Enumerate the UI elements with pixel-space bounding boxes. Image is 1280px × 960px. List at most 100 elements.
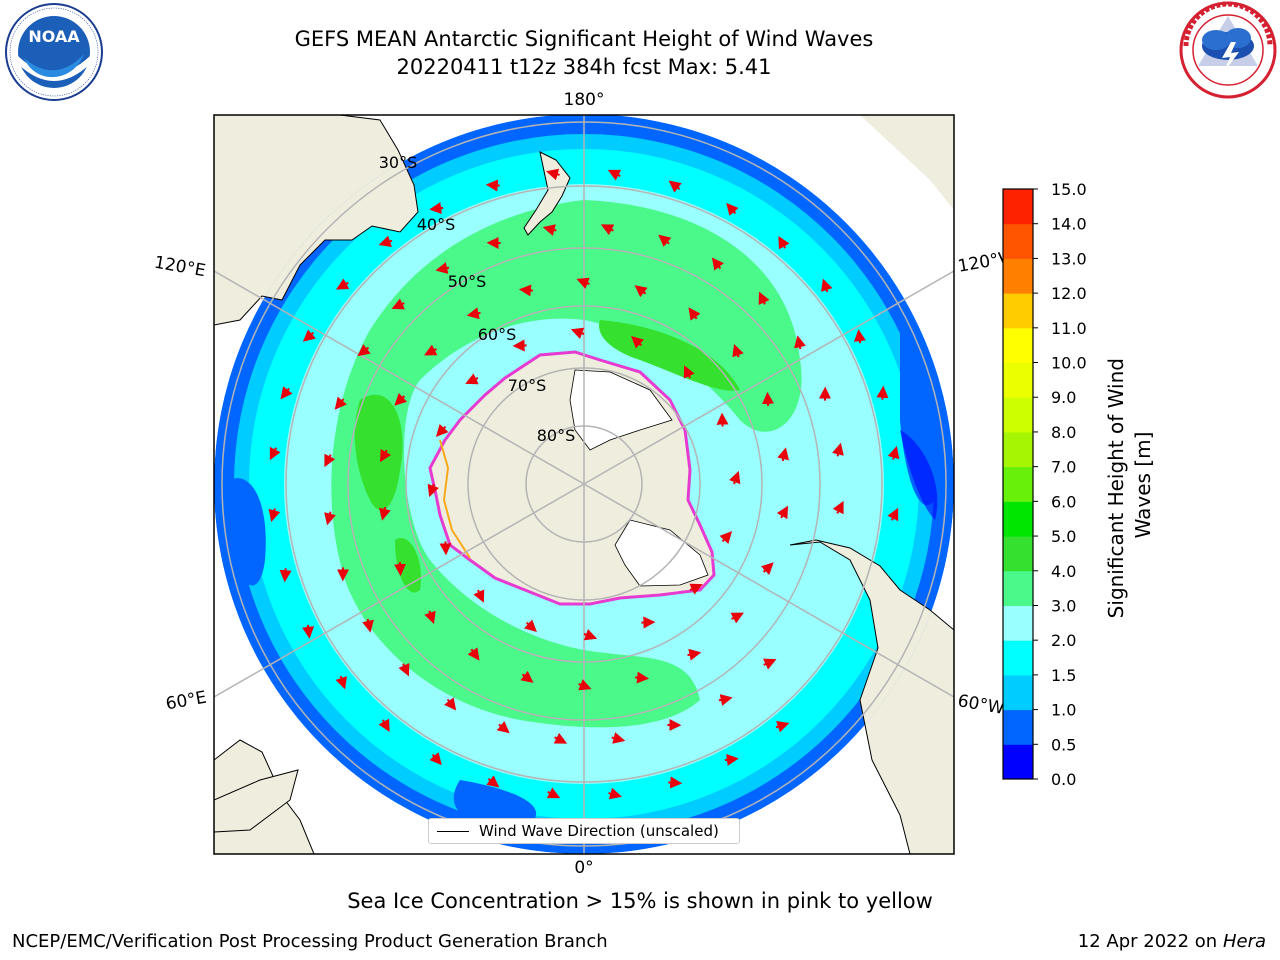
wind-wave-arrow (760, 562, 774, 575)
colorbar-tick-label: 9.0 (1051, 388, 1076, 407)
wind-wave-arrow (435, 262, 450, 274)
colorbar-title-line2: Waves [m] (1131, 432, 1155, 539)
wind-wave-arrow (688, 307, 701, 321)
map-frame (213, 114, 955, 855)
wind-wave-arrow (718, 694, 733, 706)
wind-wave-arrow (394, 393, 408, 406)
colorbar-segment (1003, 605, 1033, 641)
wind-wave-arrow (553, 732, 568, 744)
nws-logo (1179, 1, 1277, 99)
colorbar-title-line1: Significant Height of Wind (1104, 358, 1128, 618)
wind-wave-arrow (546, 787, 561, 799)
colorbar-segment (1003, 189, 1033, 225)
wind-wave-arrow (335, 675, 347, 690)
wind-wave-arrow (887, 507, 899, 522)
wind-wave-arrow (362, 618, 374, 633)
wind-wave-arrow (512, 339, 527, 352)
colorbar-tick-label: 6.0 (1051, 492, 1076, 511)
wind-wave-arrow (398, 663, 410, 677)
colorbar-segment (1003, 536, 1033, 572)
wind-wave-arrow (496, 721, 510, 734)
lat-label-30s: 30°S (379, 153, 418, 172)
lat-label-60s: 60°S (478, 325, 517, 344)
wind-wave-arrow (546, 168, 560, 181)
colorbar-segment (1003, 466, 1033, 502)
wind-wave-arrow (393, 562, 406, 577)
colorbar-segment (1003, 709, 1033, 745)
wind-wave-arrow (435, 424, 449, 437)
lon-label-0: 0° (574, 858, 593, 878)
wind-wave-arrow (689, 583, 703, 595)
wind-wave-arrow (439, 541, 452, 556)
wind-wave-arrow (832, 442, 844, 457)
weddell-ice-shelf (614, 519, 709, 587)
wind-wave-arrow (520, 670, 534, 683)
lat-label-80s: 80°S (537, 426, 576, 445)
wind-wave-arrow (465, 373, 479, 385)
wind-wave-arrow (302, 329, 316, 342)
wind-wave-arrow (711, 257, 724, 271)
wind-wave-arrow (683, 365, 695, 379)
colorbar-tick-label: 4.0 (1051, 562, 1076, 581)
wind-wave-arrow (324, 453, 336, 468)
colorbar-tick-label: 8.0 (1051, 423, 1076, 442)
wind-wave-arrow (578, 679, 592, 691)
lon-label-180: 180° (564, 90, 605, 110)
noaa-logo: NOAA (5, 3, 103, 101)
colorbar-segment (1003, 431, 1033, 468)
wind-wave-arrow (269, 446, 281, 461)
wind-wave-arrow (658, 234, 672, 247)
colorbar-tick-label: 10.0 (1051, 354, 1087, 373)
ross-ice-shelf (569, 369, 673, 451)
colorbar-segment (1003, 293, 1033, 329)
colorbar-tick-label: 7.0 (1051, 458, 1076, 477)
wind-wave-arrow (473, 589, 485, 603)
wind-wave-arrow (467, 647, 480, 661)
colorbar-segment (1003, 640, 1033, 676)
wind-wave-arrow (486, 775, 500, 788)
footer-date: 12 Apr 2022 on Hera (1078, 931, 1266, 952)
colorbar-tick-label: 0.0 (1051, 770, 1076, 789)
wind-wave-arrow (485, 179, 500, 192)
wind-wave-arrow (853, 329, 866, 344)
lon-label-60e: 60°E (164, 688, 208, 715)
wind-wave-arrow (635, 671, 650, 684)
wind-wave-arrow (832, 500, 844, 515)
wind-wave-arrow (778, 235, 790, 250)
wind-wave-arrow (424, 344, 438, 356)
footer-host: Hera (1222, 931, 1266, 952)
wind-wave-arrow (668, 776, 683, 789)
wind-wave-arrow (758, 291, 770, 305)
wind-wave-arrow (730, 612, 744, 624)
wind-wave-arrow (600, 224, 615, 236)
legend-line-sample (437, 831, 469, 832)
wind-wave-arrow (887, 446, 900, 460)
wind-wave-arrow (576, 277, 590, 289)
colorbar-segment (1003, 744, 1033, 780)
wind-wave-arrow (427, 483, 439, 498)
wind-wave-arrow (391, 298, 405, 310)
wind-wave-arrow (726, 202, 739, 216)
chart-subtitle: 20220411 t12z 384h fcst Max: 5.41 (396, 55, 772, 79)
wind-wave-arrow (762, 391, 775, 406)
madagascar-land (214, 769, 299, 833)
wind-wave-arrow (724, 753, 739, 766)
colorbar-tick-label: 15.0 (1051, 180, 1087, 199)
wind-wave-arrow (775, 721, 790, 733)
wind-wave-arrow (378, 235, 393, 247)
colorbar-title: Significant Height of Wind Waves [m] (1104, 352, 1155, 619)
wind-wave-arrow (429, 752, 442, 766)
lat-label-70s: 70°S (508, 376, 547, 395)
colorbar-tick-label: 2.0 (1051, 631, 1076, 650)
colorbar-tick-label: 12.0 (1051, 284, 1087, 303)
map-legend: Wind Wave Direction (unscaled) (428, 818, 740, 844)
wind-wave-arrow (379, 448, 392, 463)
colorbar-tick-label: 3.0 (1051, 596, 1076, 615)
wind-wave-arrow (631, 335, 644, 349)
wind-wave-arrow (524, 619, 537, 633)
wind-wave-arrow (279, 568, 292, 583)
wind-wave-arrow (542, 224, 557, 236)
colorbar-segment (1003, 674, 1033, 711)
wind-wave-arrow (518, 284, 533, 297)
